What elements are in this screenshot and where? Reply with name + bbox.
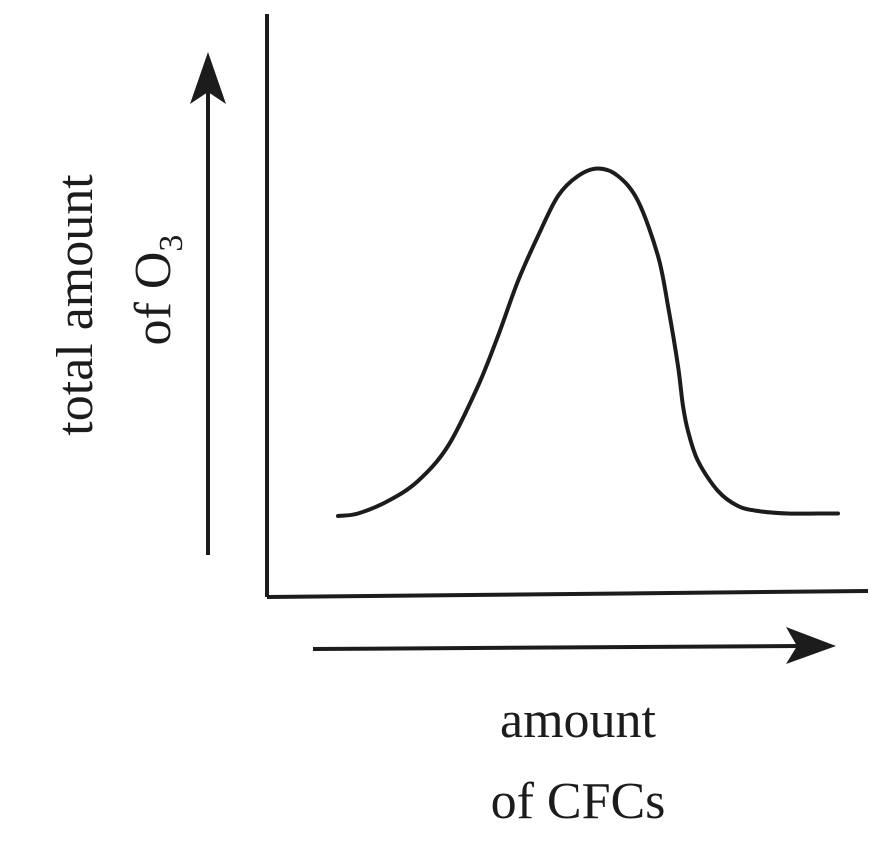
y-direction-arrow — [190, 52, 226, 555]
x-axis-label-line2: of CFCs — [491, 773, 666, 830]
x-axis-label-line1: amount — [500, 692, 657, 749]
y-axis-label-line1: total amount — [47, 174, 104, 436]
y-axis-label-subscript: 3 — [153, 235, 190, 252]
y-axis-label-line2: of O3 — [125, 235, 190, 346]
x-direction-arrow — [312, 627, 836, 664]
y-axis-label-line2-text: of O — [125, 252, 182, 346]
ozone-curve — [336, 166, 840, 518]
x-axis-line — [266, 589, 869, 599]
